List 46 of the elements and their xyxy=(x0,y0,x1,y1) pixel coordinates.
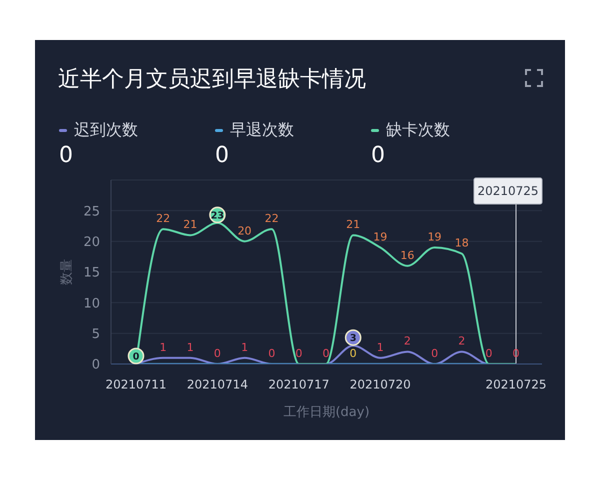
x-tick-label: 20210714 xyxy=(186,378,248,392)
y-axis-title: 数量 xyxy=(60,259,74,285)
data-label: 1 xyxy=(376,340,384,354)
data-label: 0 xyxy=(431,347,438,360)
data-label: 22 xyxy=(156,212,170,226)
annotation: 23 xyxy=(210,210,224,222)
x-tick-label: 20210711 xyxy=(105,378,167,392)
y-tick-label: 5 xyxy=(92,326,100,342)
data-label: 2 xyxy=(458,334,466,348)
data-label: 0 xyxy=(214,347,221,360)
y-tick-label: 0 xyxy=(92,358,100,373)
data-label: 1 xyxy=(241,340,248,354)
x-tick-label: 20210725 xyxy=(485,378,547,392)
legend-label: 早退次数 xyxy=(230,120,294,140)
x-tick-label: 20210717 xyxy=(268,378,330,392)
data-label: 0 xyxy=(322,347,330,360)
data-label: 0 xyxy=(350,347,357,360)
text: 0 xyxy=(215,143,230,169)
data-label: 19 xyxy=(373,230,388,244)
data-label: 18 xyxy=(454,236,469,250)
y-tick-label: 25 xyxy=(83,204,100,220)
ref-line-label: 20210725 xyxy=(477,184,539,198)
text: 0 xyxy=(59,143,74,169)
data-label: 19 xyxy=(428,230,442,244)
data-label: 0 xyxy=(295,347,302,360)
x-tick-label: 20210720 xyxy=(350,378,411,392)
data-label: 22 xyxy=(264,212,279,226)
y-tick-label: 10 xyxy=(83,296,100,312)
data-label: 2 xyxy=(404,334,411,348)
y-tick-label: 20 xyxy=(83,234,100,250)
annotation: 3 xyxy=(350,333,356,344)
data-label: 21 xyxy=(183,218,198,232)
y-tick-label: 15 xyxy=(83,266,100,281)
data-label: 0 xyxy=(485,347,492,360)
data-label: 1 xyxy=(160,340,167,354)
legend-label: 迟到次数 xyxy=(74,120,138,140)
data-label: 0 xyxy=(268,347,276,360)
data-label: 1 xyxy=(186,340,194,354)
data-label: 21 xyxy=(346,218,360,232)
annotation: 0 xyxy=(132,352,140,362)
legend-label: 缺卡次数 xyxy=(386,120,450,140)
x-axis-title: 工作日期(day) xyxy=(283,405,370,420)
data-label: 20 xyxy=(238,224,252,238)
data-label: 16 xyxy=(400,248,414,262)
chart-title: 近半个月文员迟到早退缺卡情况 xyxy=(58,66,366,94)
text: 0 xyxy=(371,143,386,169)
